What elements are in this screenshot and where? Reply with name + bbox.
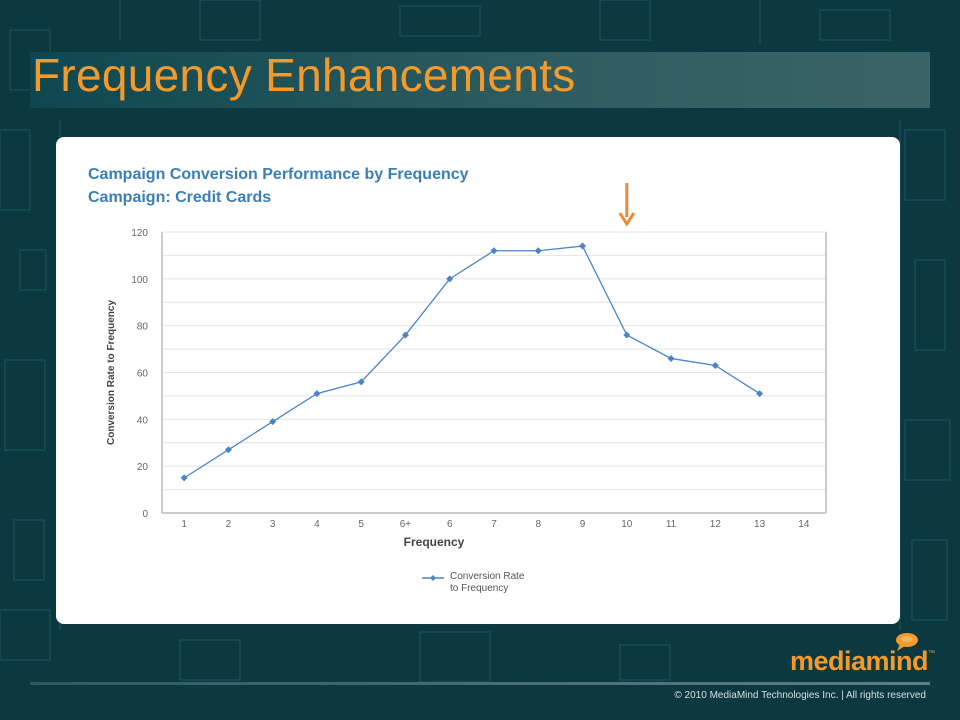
y-tick-label: 100 xyxy=(131,275,148,286)
legend-label: Conversion Rate xyxy=(450,571,525,582)
x-tick-label: 8 xyxy=(535,519,541,530)
series-line xyxy=(183,245,760,479)
chart-card: Campaign Conversion Performance by Frequ… xyxy=(56,137,900,624)
mediamind-logo: mediamind ™ xyxy=(790,632,940,682)
data-point xyxy=(490,247,498,255)
y-tick-label: 40 xyxy=(137,415,149,426)
data-point xyxy=(446,275,454,283)
logo-trademark: ™ xyxy=(928,650,935,657)
legend-label: to Frequency xyxy=(450,583,508,594)
data-point xyxy=(756,390,764,398)
data-point xyxy=(623,331,631,339)
data-point xyxy=(711,361,719,369)
chart-subtitle: Campaign: Credit Cards xyxy=(88,189,271,206)
x-tick-label: 6 xyxy=(447,519,453,530)
x-tick-label: 14 xyxy=(798,519,810,530)
x-tick-label: 7 xyxy=(491,519,497,530)
y-tick-label: 120 xyxy=(131,228,148,239)
highlight-arrow-icon xyxy=(618,212,636,227)
data-point xyxy=(401,331,409,339)
x-tick-label: 9 xyxy=(580,519,586,530)
slide-title: Frequency Enhancements xyxy=(32,49,576,101)
title-band xyxy=(30,52,930,108)
data-point xyxy=(269,418,277,426)
copyright-text: © 2010 MediaMind Technologies Inc. | All… xyxy=(674,690,926,701)
x-axis-label: Frequency xyxy=(404,535,465,549)
legend-marker xyxy=(430,575,436,581)
data-point xyxy=(579,242,587,250)
x-tick-label: 11 xyxy=(666,519,677,530)
y-tick-label: 20 xyxy=(137,462,149,473)
x-tick-label: 2 xyxy=(226,519,232,530)
data-point xyxy=(534,247,542,255)
logo-text: mediamind xyxy=(790,646,929,676)
x-tick-label: 13 xyxy=(754,519,766,530)
x-tick-label: 12 xyxy=(710,519,722,530)
x-tick-label: 1 xyxy=(181,519,187,530)
x-tick-label: 6+ xyxy=(400,519,412,530)
x-tick-label: 10 xyxy=(621,519,633,530)
y-tick-label: 80 xyxy=(137,322,149,333)
data-point xyxy=(180,474,188,482)
data-point xyxy=(667,354,675,362)
logo-bubble-icon xyxy=(896,633,918,651)
chart-title: Campaign Conversion Performance by Frequ… xyxy=(88,166,469,183)
y-tick-label: 60 xyxy=(137,369,149,380)
footer-divider xyxy=(30,682,930,685)
line-chart: Campaign Conversion Performance by Frequ… xyxy=(88,166,827,594)
y-tick-label: 0 xyxy=(142,509,148,520)
x-tick-label: 5 xyxy=(358,519,364,530)
y-axis-label: Conversion Rate to Frequency xyxy=(106,300,117,445)
data-point xyxy=(313,390,321,398)
data-point xyxy=(357,378,365,386)
x-tick-label: 4 xyxy=(314,519,320,530)
data-point xyxy=(224,446,232,454)
x-tick-label: 3 xyxy=(270,519,276,530)
